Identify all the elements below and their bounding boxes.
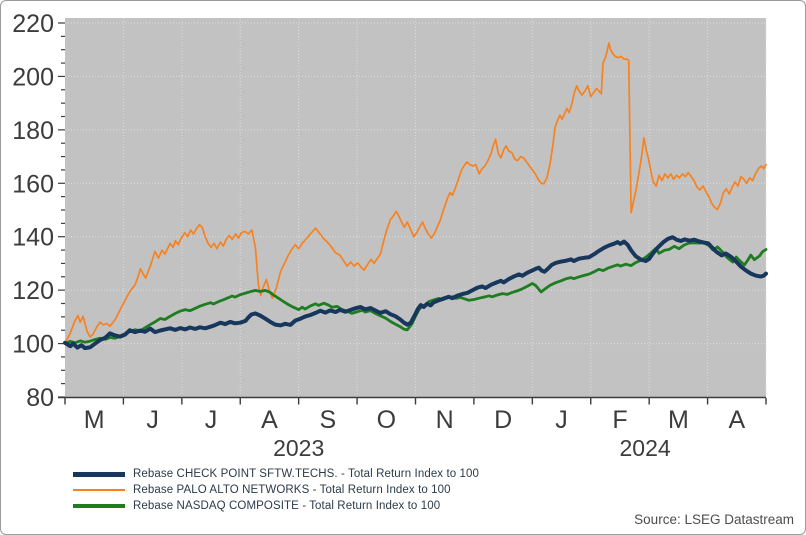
legend-item: Rebase PALO ALTO NETWORKS - Total Return… — [73, 482, 479, 498]
y-axis-label: 120 — [12, 277, 54, 305]
y-axis-label: 200 — [12, 63, 54, 91]
legend-item: Rebase NASDAQ COMPOSITE - Total Return I… — [73, 498, 479, 514]
x-axis-year-label: 2023 — [273, 435, 324, 461]
x-axis-month-label: A — [728, 406, 745, 434]
chart-legend: Rebase CHECK POINT SFTW.TECHS. - Total R… — [73, 466, 479, 514]
legend-item: Rebase CHECK POINT SFTW.TECHS. - Total R… — [73, 466, 479, 482]
x-axis-month-label: J — [205, 406, 218, 434]
legend-label: Rebase CHECK POINT SFTW.TECHS. - Total R… — [133, 468, 480, 480]
x-axis-month-label: O — [377, 406, 396, 434]
x-axis-month-label: J — [555, 406, 568, 434]
y-axis-label: 160 — [12, 170, 54, 198]
x-axis-year-label: 2024 — [619, 435, 670, 461]
y-axis-label: 80 — [26, 384, 54, 412]
y-axis-label: 140 — [12, 224, 54, 252]
x-axis-month-label: S — [320, 406, 337, 434]
x-axis-month-label: N — [436, 406, 454, 434]
x-axis-month-label: J — [146, 406, 159, 434]
legend-label: Rebase PALO ALTO NETWORKS - Total Return… — [133, 484, 451, 496]
legend-swatch — [73, 489, 125, 491]
x-axis-month-label: F — [612, 406, 627, 434]
legend-swatch — [73, 471, 125, 477]
series-line-2 — [63, 235, 768, 351]
y-axis-label: 220 — [12, 10, 54, 38]
y-axis-label: 180 — [12, 117, 54, 145]
x-axis-month-label: D — [494, 406, 512, 434]
x-axis-month-label: M — [84, 406, 105, 434]
x-axis-month-label: M — [668, 406, 689, 434]
y-axis-label: 100 — [12, 331, 54, 359]
legend-label: Rebase NASDAQ COMPOSITE - Total Return I… — [133, 500, 441, 512]
series-line-0 — [64, 42, 767, 345]
source-attribution: Source: LSEG Datastream — [634, 512, 794, 527]
x-axis-month-label: A — [261, 406, 278, 434]
legend-swatch — [73, 504, 125, 508]
